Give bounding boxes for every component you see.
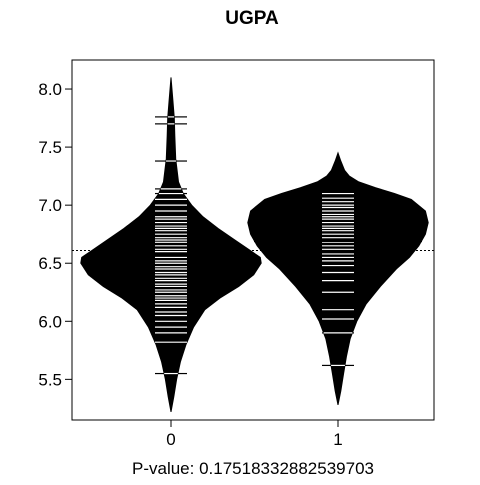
overlay-layer — [72, 240, 434, 257]
bean-shape — [80, 77, 262, 412]
y-axis: 5.5 6.0 6.5 7.0 7.5 8.0 — [38, 80, 72, 389]
x-tick-label: 0 — [166, 430, 175, 449]
x-axis-label: P-value: 0.17518332882539703 — [132, 459, 374, 478]
y-tick-label: 5.5 — [38, 370, 62, 389]
bean-shape — [247, 151, 429, 405]
chart-title: UGPA — [225, 8, 279, 29]
bean-group-1 — [247, 151, 429, 405]
beans-layer — [80, 77, 429, 412]
y-tick-label: 6.5 — [38, 254, 62, 273]
x-tick-label: 1 — [333, 430, 342, 449]
y-tick-label: 8.0 — [38, 80, 62, 99]
bean-group-0 — [80, 77, 262, 412]
y-tick-label: 7.0 — [38, 196, 62, 215]
y-tick-label: 7.5 — [38, 138, 62, 157]
y-tick-label: 6.0 — [38, 312, 62, 331]
plot-frame — [71, 59, 435, 421]
